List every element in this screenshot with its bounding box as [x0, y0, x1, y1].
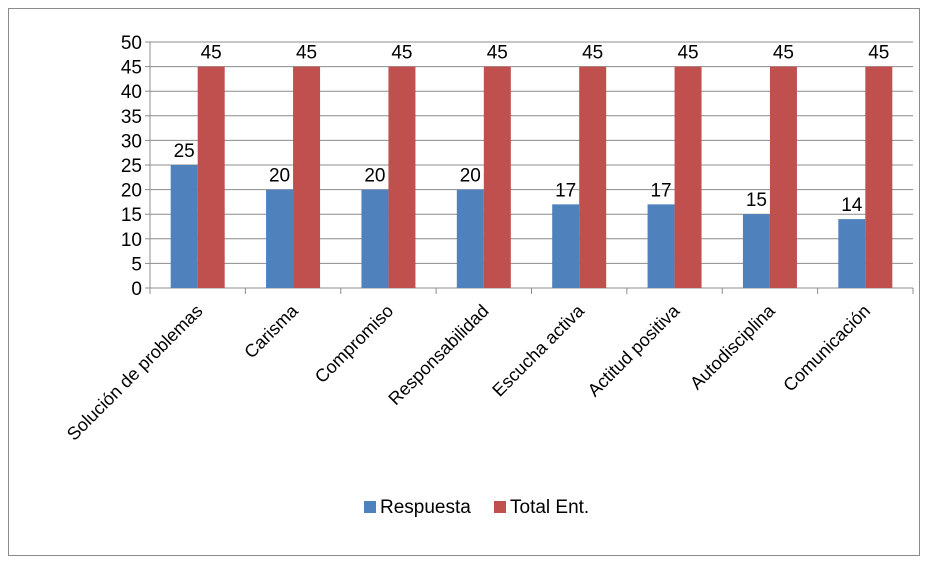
bar-respuesta — [552, 204, 580, 288]
data-label: 20 — [364, 166, 385, 187]
data-label: 25 — [174, 141, 195, 162]
category-label: Carisma — [240, 300, 302, 362]
y-tick-label: 15 — [121, 205, 142, 226]
bar-chart: 0 5 10 15 20 25 30 35 40 45 50 Solución de problema… — [63, 33, 914, 518]
data-label: 20 — [269, 166, 290, 187]
data-label: 17 — [555, 180, 576, 201]
bar-total — [674, 66, 702, 288]
data-label: 45 — [868, 43, 889, 64]
y-tick-label: 0 — [131, 279, 142, 300]
data-label: 45 — [487, 43, 508, 64]
bar-respuesta — [361, 189, 389, 288]
category-label: Comunicación — [779, 301, 874, 396]
data-label: 15 — [746, 190, 767, 211]
data-label: 45 — [773, 43, 794, 64]
data-label: 45 — [677, 43, 698, 64]
bar-total — [579, 66, 607, 288]
category-label: Compromiso — [311, 301, 397, 387]
bar-total — [197, 66, 225, 288]
bar-total — [293, 66, 321, 288]
bar-total — [769, 66, 797, 288]
legend-swatch — [364, 501, 376, 513]
data-label: 45 — [201, 43, 222, 64]
y-tick-label: 50 — [121, 33, 142, 54]
y-tick-label: 25 — [121, 156, 142, 177]
legend: Respuesta Total Ent. — [364, 497, 589, 518]
data-label: 45 — [296, 43, 317, 64]
bar-respuesta — [170, 165, 198, 288]
legend-swatch — [494, 501, 506, 513]
category-label: Solución de problemas — [63, 301, 207, 445]
bar-respuesta — [456, 189, 484, 288]
category-label: Escucha activa — [488, 300, 588, 400]
legend-label: Respuesta — [380, 497, 471, 518]
category-label: Autodisciplina — [686, 300, 779, 393]
y-tick-label: 10 — [121, 230, 142, 251]
y-tick-label: 30 — [121, 131, 142, 152]
data-label: 20 — [460, 166, 481, 187]
category-label: Responsabilidad — [384, 301, 492, 409]
y-tick-label: 35 — [121, 107, 142, 128]
y-tick-label: 20 — [121, 181, 142, 202]
bar-total — [388, 66, 416, 288]
gridlines — [150, 41, 913, 264]
bar-respuesta — [742, 214, 770, 288]
category-label: Actitud positiva — [584, 300, 684, 400]
bar-total — [865, 66, 893, 288]
data-label: 17 — [650, 180, 671, 201]
chart-frame: 0 5 10 15 20 25 30 35 40 45 50 Solución de problema… — [8, 8, 920, 556]
bar-total — [483, 66, 511, 288]
legend-label: Total Ent. — [510, 497, 589, 518]
bar-respuesta — [266, 189, 294, 288]
data-label: 45 — [391, 43, 412, 64]
y-tick-label: 45 — [121, 58, 142, 79]
data-label: 45 — [582, 43, 603, 64]
y-tick-label: 5 — [131, 254, 142, 275]
data-label: 14 — [841, 195, 863, 216]
bar-respuesta — [647, 204, 675, 288]
y-tick-label: 40 — [121, 82, 142, 103]
bar-respuesta — [838, 219, 866, 288]
bars — [170, 66, 893, 288]
data-labels: 25 45 20 45 20 45 20 45 17 45 17 45 15 45 14 45 — [174, 43, 890, 217]
